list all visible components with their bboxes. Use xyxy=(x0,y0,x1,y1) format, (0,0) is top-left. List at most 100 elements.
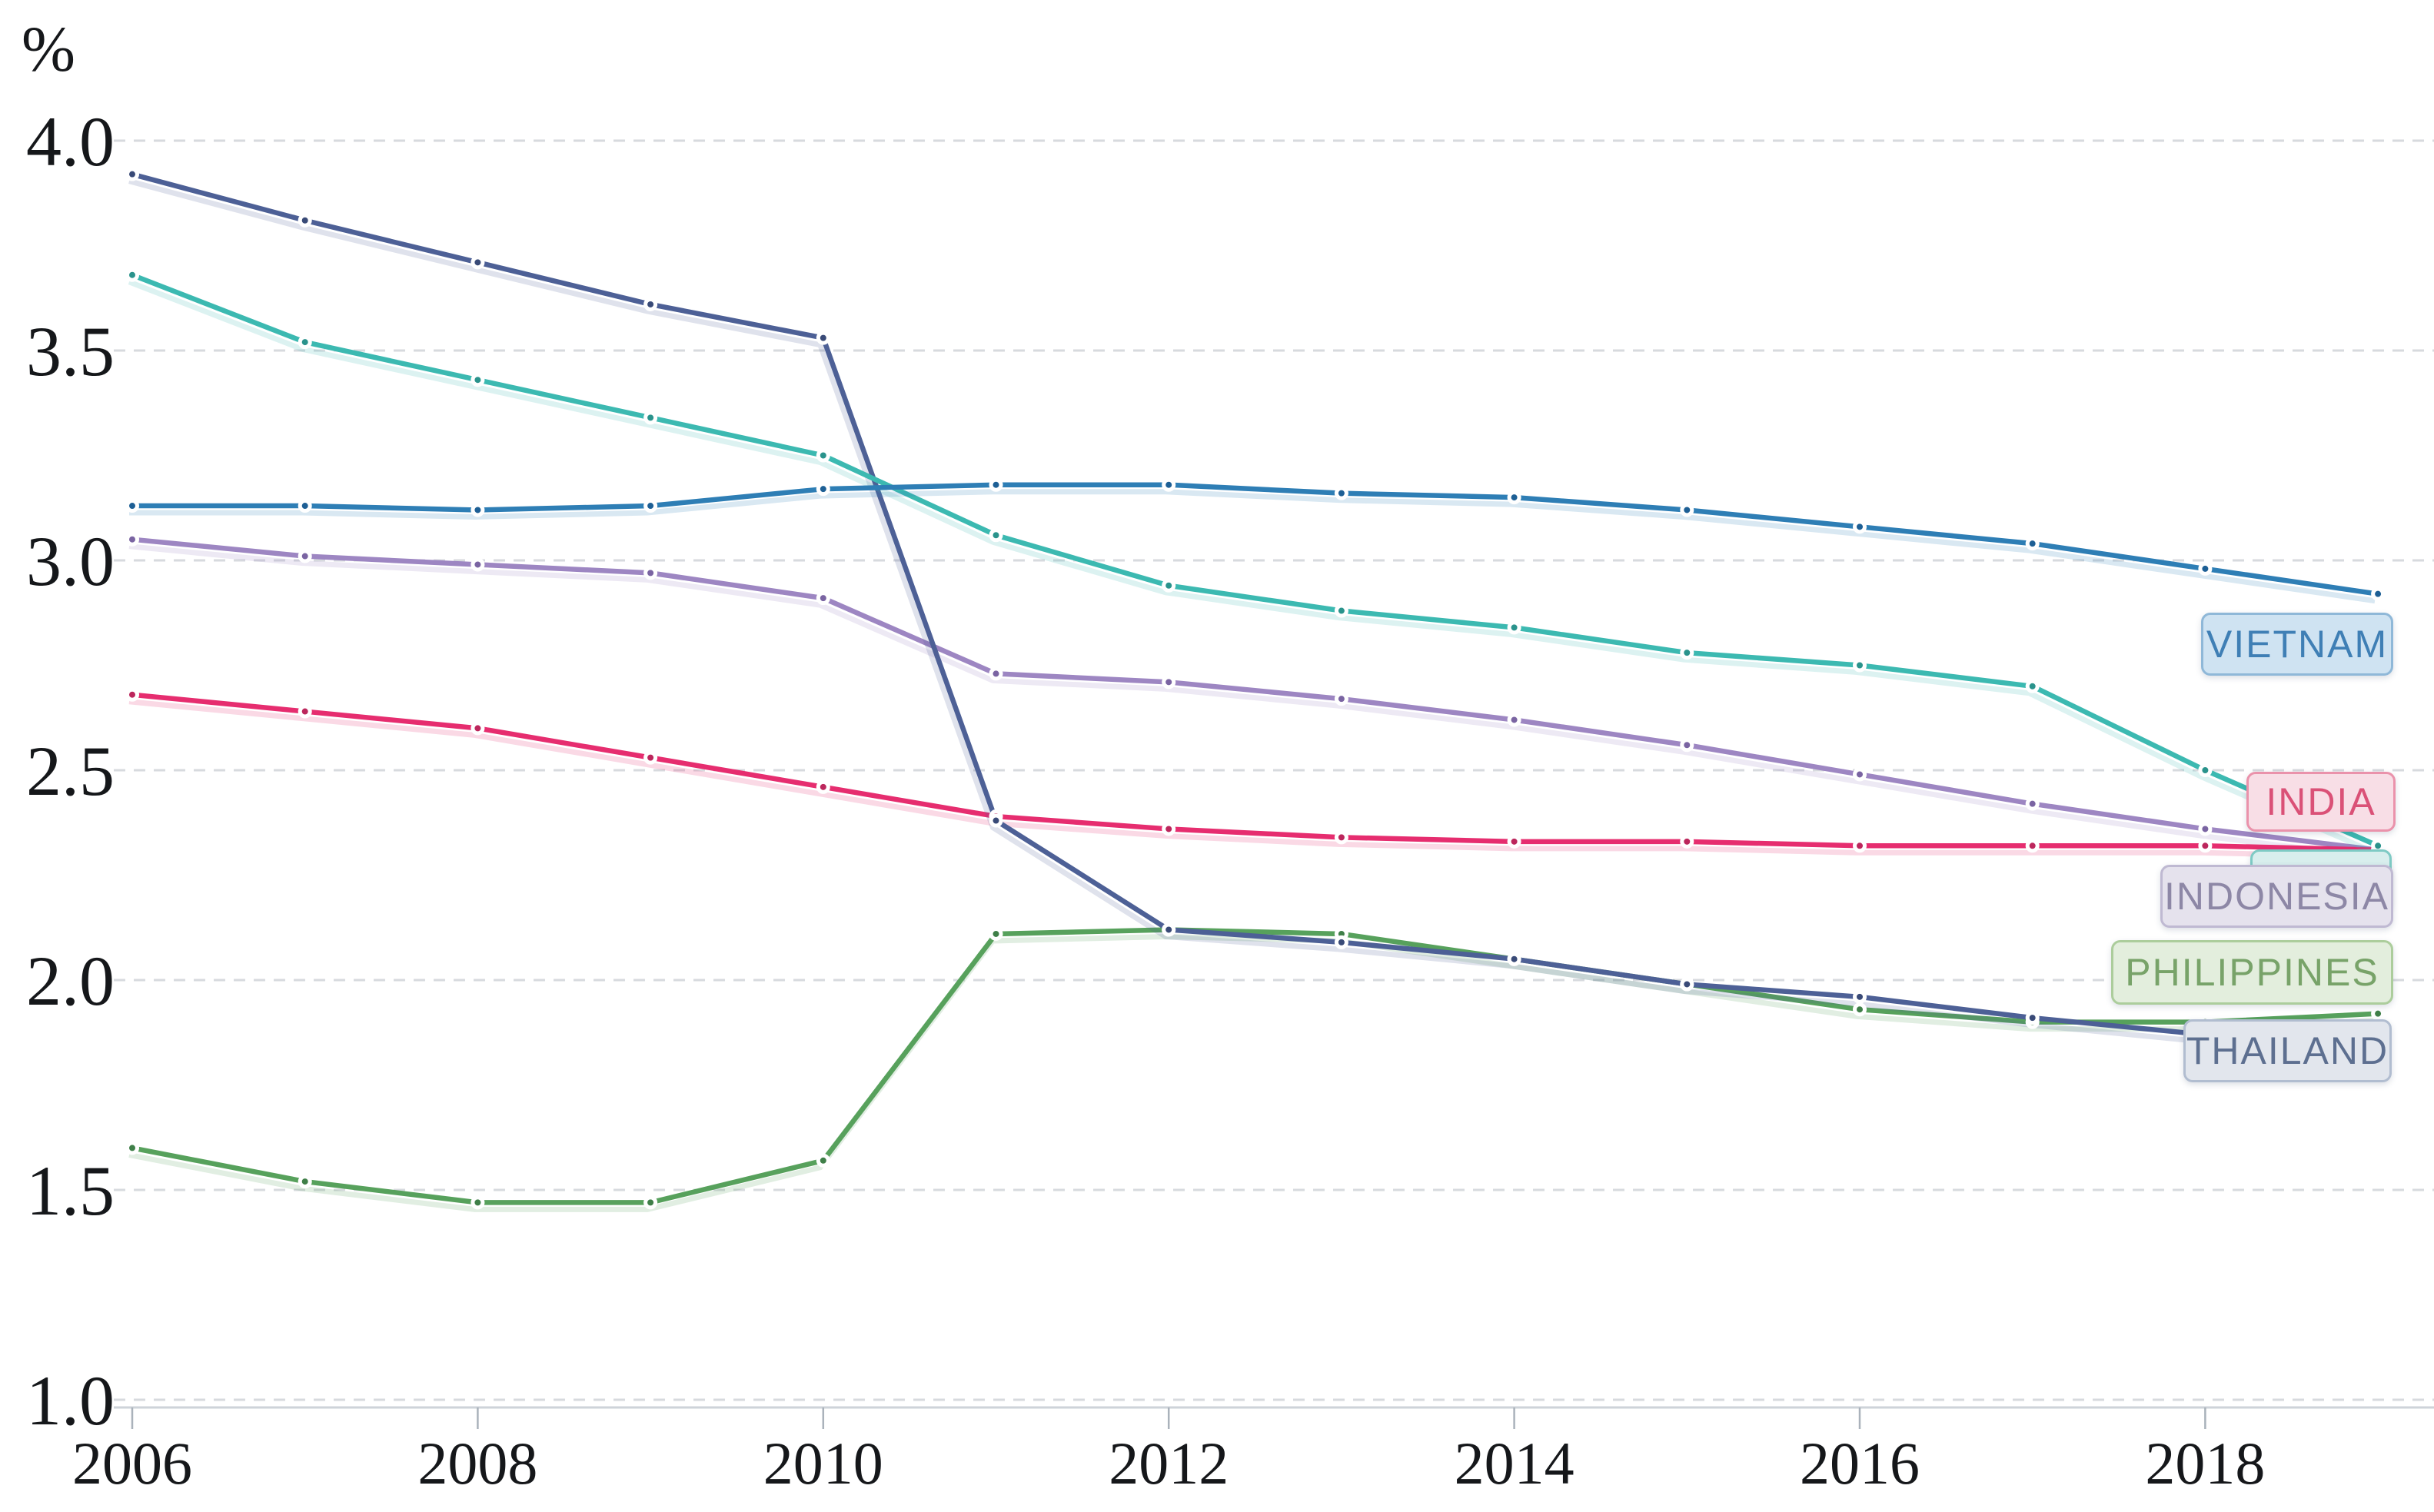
series-path-india xyxy=(129,692,2381,852)
series-line-thailand xyxy=(128,171,2381,1065)
data-point-vietnam-2009 xyxy=(643,499,658,513)
data-point-vietnam-2012 xyxy=(1162,477,1176,492)
data-point-thailand-2016 xyxy=(1853,989,1867,1004)
data-point-thailand-2008 xyxy=(471,255,485,270)
data-point-vietnam-2008 xyxy=(471,503,485,517)
x-tick-label: 2016 xyxy=(1800,1430,1920,1497)
series-line-philippines xyxy=(128,927,2381,1212)
y-tick-label: 2.5 xyxy=(26,732,115,810)
data-point-vietnam-2006 xyxy=(125,499,139,513)
series-line-shadow-unlabeled-teal xyxy=(128,279,2376,856)
data-point-unlabeled-teal-2014 xyxy=(1507,620,1521,635)
data-point-philippines-2006 xyxy=(125,1141,139,1155)
data-point-india-2008 xyxy=(471,721,485,736)
series-label-vietnam: VIETNAM xyxy=(2201,613,2393,676)
y-tick-label: 3.0 xyxy=(26,522,115,600)
data-point-thailand-2009 xyxy=(643,297,658,311)
y-gridlines: 4.0 3.5 3.0 2.5 2.0 1.5 1.0 xyxy=(26,102,2434,1440)
data-point-indonesia-2010 xyxy=(816,591,830,606)
data-point-india-2018 xyxy=(2198,839,2213,853)
series-path-thailand xyxy=(129,171,2381,1058)
series-label-india: INDIA xyxy=(2246,772,2396,832)
data-point-unlabeled-teal-2012 xyxy=(1162,578,1176,593)
series-line-shadow-thailand xyxy=(128,178,2376,1065)
series-line-vietnam xyxy=(129,482,2381,604)
data-point-philippines-2019 xyxy=(2371,1006,2386,1021)
x-tick-label: 2008 xyxy=(417,1430,537,1497)
data-point-philippines-2009 xyxy=(643,1195,658,1210)
data-point-india-2010 xyxy=(816,779,830,794)
data-point-unlabeled-teal-2015 xyxy=(1680,646,1694,660)
series-markers-vietnam xyxy=(125,477,2386,601)
series-label-text: INDIA xyxy=(2266,780,2376,823)
x-tick-label: 2014 xyxy=(1455,1430,1574,1497)
series-line-shadow-philippines xyxy=(128,933,2376,1212)
data-point-vietnam-2010 xyxy=(816,482,830,497)
data-point-vietnam-2013 xyxy=(1334,486,1348,500)
x-tick-label: 2018 xyxy=(2145,1430,2265,1497)
series-path-philippines xyxy=(129,927,2381,1205)
data-point-thailand-2006 xyxy=(125,167,139,181)
data-point-vietnam-2007 xyxy=(298,499,312,513)
series-label-text: THAILAND xyxy=(2186,1029,2389,1072)
data-point-thailand-2013 xyxy=(1334,935,1348,949)
y-tick-label: 1.5 xyxy=(26,1151,115,1230)
data-point-indonesia-2016 xyxy=(1853,767,1867,782)
series-line-indonesia xyxy=(128,537,2381,860)
data-point-thailand-2010 xyxy=(816,331,830,345)
data-point-india-2014 xyxy=(1507,834,1521,849)
data-point-philippines-2007 xyxy=(298,1175,312,1189)
data-point-unlabeled-teal-2013 xyxy=(1334,603,1348,618)
data-point-indonesia-2013 xyxy=(1334,692,1348,706)
data-point-unlabeled-teal-2011 xyxy=(989,528,1003,543)
data-point-thailand-2011 xyxy=(989,813,1003,828)
data-point-indonesia-2006 xyxy=(125,532,139,547)
data-point-thailand-2017 xyxy=(2025,1011,2040,1025)
data-point-indonesia-2015 xyxy=(1680,738,1694,753)
data-point-india-2009 xyxy=(643,750,658,765)
series-line-unlabeled-teal xyxy=(128,272,2381,856)
data-point-unlabeled-teal-2006 xyxy=(125,268,139,282)
x-tick-label: 2012 xyxy=(1109,1430,1229,1497)
data-point-thailand-2015 xyxy=(1680,977,1694,992)
y-tick-label: 3.5 xyxy=(26,312,115,390)
data-point-philippines-2010 xyxy=(816,1153,830,1168)
data-point-philippines-2016 xyxy=(1853,1002,1867,1017)
data-point-unlabeled-teal-2009 xyxy=(643,410,658,425)
data-point-indonesia-2012 xyxy=(1162,675,1176,690)
series-markers-india xyxy=(125,687,2386,857)
data-point-thailand-2014 xyxy=(1507,952,1521,966)
x-axis: 2006 2008 2010 2012 2014 2016 2018 xyxy=(72,1406,2434,1497)
series-label-thailand: THAILAND xyxy=(2183,1019,2392,1082)
series-label-philippines: PHILIPPINES xyxy=(2111,940,2393,1005)
y-tick-label: 1.0 xyxy=(26,1361,115,1440)
data-point-vietnam-2014 xyxy=(1507,490,1521,505)
data-point-vietnam-2016 xyxy=(1853,520,1867,534)
data-point-india-2012 xyxy=(1162,822,1176,836)
data-point-thailand-2007 xyxy=(298,213,312,228)
x-tick-label: 2010 xyxy=(763,1430,883,1497)
series-path-vietnam xyxy=(129,482,2381,596)
x-tick-label: 2006 xyxy=(72,1430,192,1497)
series-line-shadow-india xyxy=(128,699,2376,860)
series-label-indonesia: INDONESIA xyxy=(2160,865,2393,928)
data-point-indonesia-2014 xyxy=(1507,713,1521,727)
series-label-text: INDONESIA xyxy=(2163,875,2390,918)
data-point-indonesia-2007 xyxy=(298,549,312,563)
data-point-indonesia-2008 xyxy=(471,557,485,572)
y-axis-unit-label: % xyxy=(22,14,75,85)
data-point-vietnam-2017 xyxy=(2025,537,2040,551)
series-line-shadow-indonesia xyxy=(128,543,2376,860)
data-point-unlabeled-teal-2007 xyxy=(298,335,312,350)
series-line-india xyxy=(128,692,2381,860)
data-point-philippines-2008 xyxy=(471,1195,485,1210)
data-point-indonesia-2009 xyxy=(643,566,658,580)
series-path-unlabeled-teal xyxy=(129,272,2381,849)
data-point-indonesia-2017 xyxy=(2025,796,2040,811)
series-line-shadow-vietnam xyxy=(129,489,2376,604)
data-point-indonesia-2018 xyxy=(2198,822,2213,836)
data-point-india-2017 xyxy=(2025,839,2040,853)
data-point-unlabeled-teal-2017 xyxy=(2025,679,2040,693)
